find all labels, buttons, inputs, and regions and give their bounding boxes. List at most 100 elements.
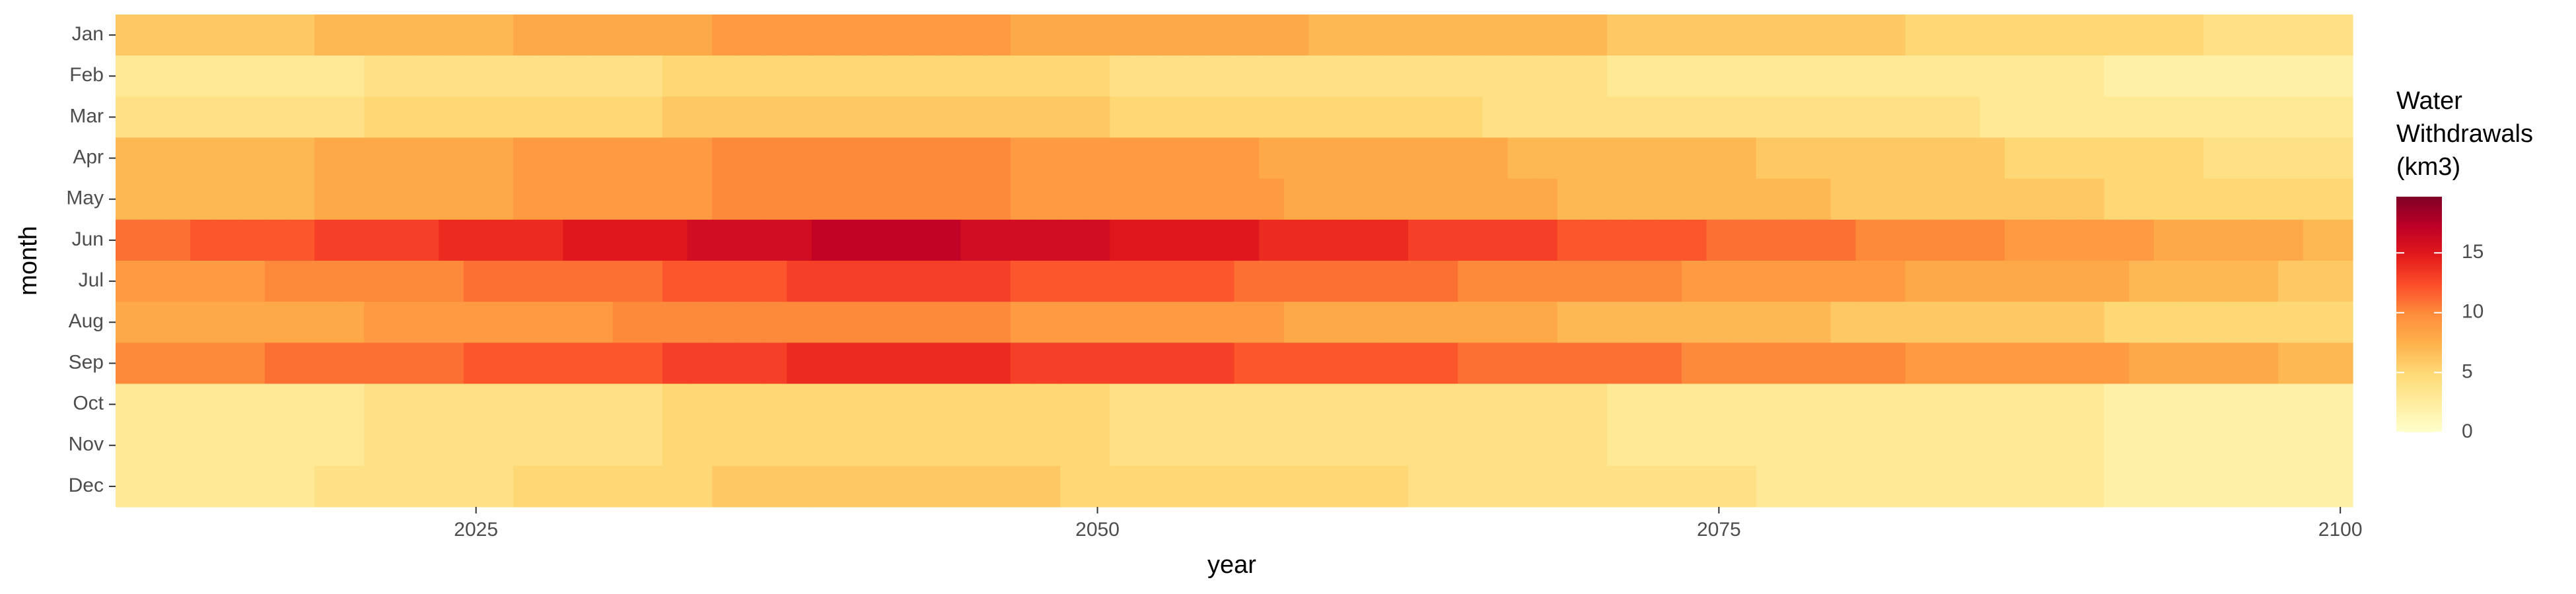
heat-cell xyxy=(240,55,266,97)
heat-cell xyxy=(1010,424,1036,467)
heat-cell xyxy=(1905,178,1931,220)
heat-cell xyxy=(2054,178,2080,220)
heat-cell xyxy=(1706,219,1732,261)
heat-cell xyxy=(861,137,887,180)
heat-cell xyxy=(488,302,514,343)
heat-cell xyxy=(1980,219,2005,261)
heat-cell xyxy=(215,55,240,97)
heat-cell xyxy=(264,96,291,139)
heat-cell xyxy=(1532,15,1558,56)
heat-cell xyxy=(1855,424,1881,467)
heat-cell xyxy=(1234,15,1260,56)
heat-cell xyxy=(637,424,663,467)
heat-cell xyxy=(1657,55,1682,97)
heat-cell xyxy=(1657,261,1682,302)
heat-cell xyxy=(2005,424,2030,467)
heat-cell xyxy=(1060,343,1086,385)
heat-cell xyxy=(2178,261,2204,302)
heat-cell xyxy=(1507,178,1533,220)
heat-cell xyxy=(563,15,589,56)
heat-cell xyxy=(935,137,962,180)
heat-cell xyxy=(1458,261,1484,302)
heat-cell xyxy=(2203,383,2229,426)
heat-cell xyxy=(2079,383,2105,426)
heat-cell xyxy=(2104,424,2129,467)
heat-cell xyxy=(140,96,166,139)
heat-cell xyxy=(388,343,415,385)
x-tick-label: 2025 xyxy=(454,519,498,541)
heat-cell xyxy=(1706,343,1732,385)
heat-cell xyxy=(1358,383,1384,426)
heat-cell xyxy=(1234,383,1260,426)
heat-cell xyxy=(811,343,837,385)
heat-cell xyxy=(1234,55,1260,97)
heat-cell xyxy=(1060,55,1086,97)
heat-cell xyxy=(1110,178,1135,220)
heat-cell xyxy=(2303,96,2328,139)
heat-cell xyxy=(1358,424,1384,467)
heat-cell xyxy=(1259,302,1285,343)
heat-cell xyxy=(140,424,166,467)
heat-cell xyxy=(1433,261,1458,302)
heat-cell xyxy=(388,219,415,261)
heat-cell xyxy=(2129,465,2155,508)
heat-cell xyxy=(836,15,862,56)
heat-cell xyxy=(1582,343,1608,385)
heat-cell xyxy=(538,219,563,261)
heat-cell xyxy=(637,302,663,343)
heat-cell xyxy=(563,424,589,467)
heat-cell xyxy=(662,219,688,261)
heat-cell xyxy=(1308,15,1334,56)
heat-cell xyxy=(538,424,563,467)
heat-cell xyxy=(712,424,738,467)
heat-cell xyxy=(413,383,439,426)
heat-cell xyxy=(886,261,912,302)
heat-cell xyxy=(1582,219,1608,261)
heat-cell xyxy=(811,219,837,261)
heat-cell xyxy=(985,424,1011,467)
heat-cell xyxy=(2054,219,2080,261)
colorbar-tick-label: 15 xyxy=(2462,241,2484,263)
heat-cell xyxy=(364,343,390,385)
heat-cell xyxy=(1880,178,1906,220)
heat-cell xyxy=(463,465,489,508)
heat-cell xyxy=(911,424,937,467)
heat-cell xyxy=(2054,15,2080,56)
heat-cell xyxy=(1532,465,1558,508)
heat-cell xyxy=(2153,465,2180,508)
heat-cell xyxy=(2153,302,2180,343)
heat-cell xyxy=(1482,55,1509,97)
heat-cell xyxy=(2228,261,2254,302)
heat-cell xyxy=(1383,343,1409,385)
heat-cell xyxy=(1657,96,1682,139)
heat-cell xyxy=(1308,343,1334,385)
heat-cell xyxy=(339,261,365,302)
heat-cell xyxy=(762,55,787,97)
heat-cell xyxy=(811,178,837,220)
heat-cell xyxy=(190,15,216,56)
heat-cell xyxy=(1184,55,1210,97)
heat-cell xyxy=(2005,343,2030,385)
heat-cell xyxy=(935,465,962,508)
heat-cell xyxy=(1134,343,1161,385)
heat-cell xyxy=(836,55,862,97)
heat-cell xyxy=(1433,55,1458,97)
y-tick-label: Aug xyxy=(69,310,104,332)
heat-cell xyxy=(2203,178,2229,220)
heat-cell xyxy=(140,465,166,508)
heat-cell xyxy=(762,96,787,139)
heat-cell xyxy=(488,55,514,97)
heat-cell xyxy=(1010,465,1036,508)
heat-cell xyxy=(1408,302,1434,343)
heat-cell xyxy=(140,178,166,220)
heat-cell xyxy=(1532,96,1558,139)
heat-cell xyxy=(687,96,713,139)
heat-cell xyxy=(1085,178,1110,220)
heat-cell xyxy=(712,137,738,180)
heat-cell xyxy=(1159,302,1185,343)
heat-cell xyxy=(439,55,464,97)
heat-cell xyxy=(712,343,738,385)
heat-cell xyxy=(2303,15,2328,56)
heat-cell xyxy=(1035,343,1061,385)
heat-cell xyxy=(985,465,1011,508)
